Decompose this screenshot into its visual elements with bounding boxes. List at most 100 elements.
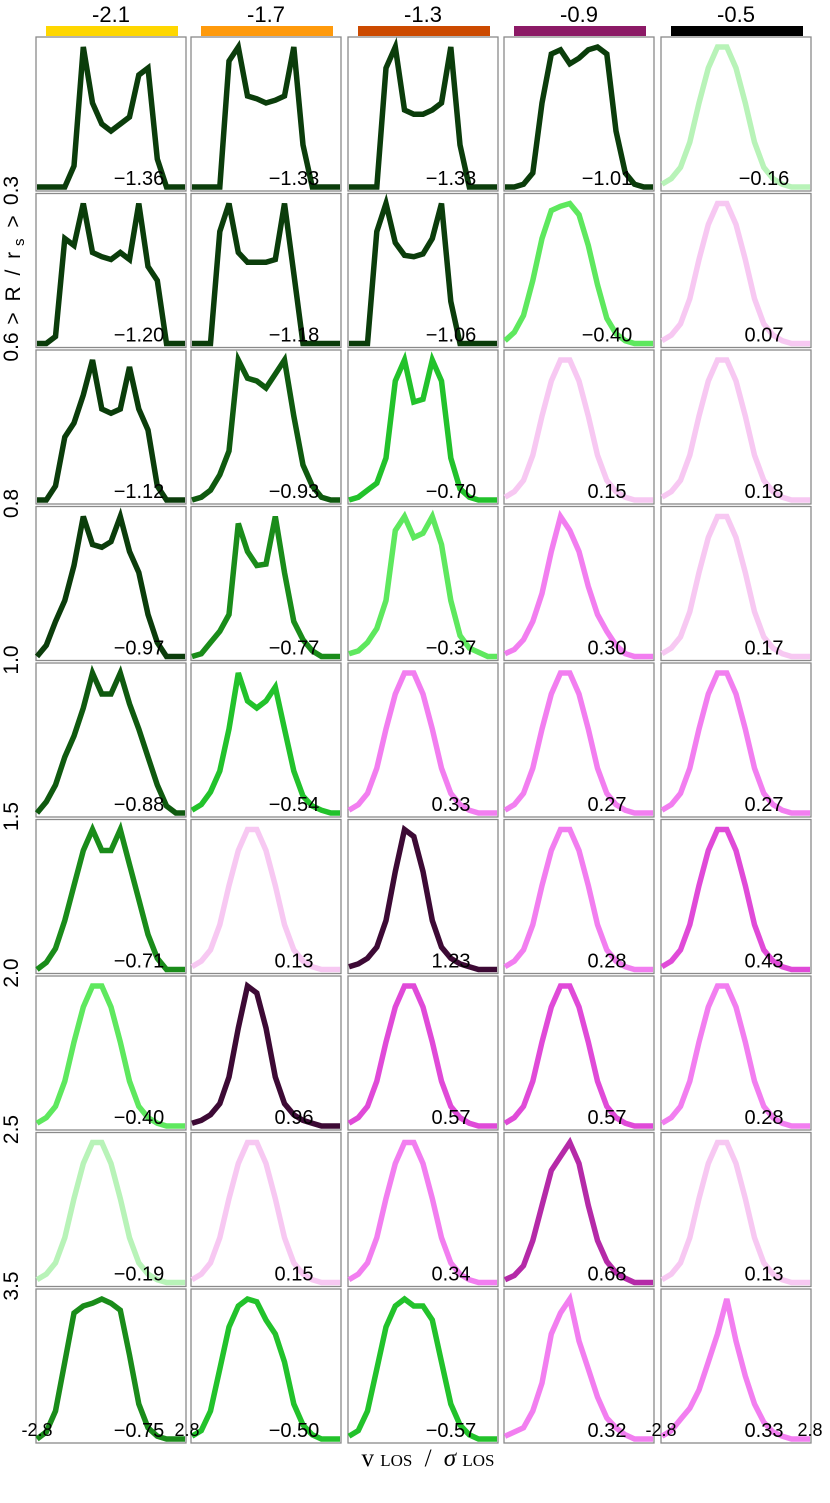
panel-r6-c5: 0.43 (660, 818, 812, 975)
profile-line (35, 1295, 185, 1442)
kurtosis-label: −1.33 (426, 168, 477, 190)
panels: −1.36 −1.33 −1.33 −1.01 −0.16 −1.20 −1.18 −1.06… (34, 36, 812, 1444)
panel-frame (660, 1131, 812, 1288)
panel-frame (347, 662, 499, 818)
row-boundary-label-7: 2.5 (0, 1115, 23, 1144)
profile-line (503, 670, 653, 816)
profile-line (660, 983, 810, 1129)
profile-line (503, 983, 653, 1129)
kurtosis-label: −0.77 (269, 638, 320, 660)
kurtosis-label: 0.57 (432, 1107, 471, 1129)
panel-r1-c2: −1.33 (190, 36, 342, 192)
x-label-v-sub: LOS (380, 1451, 412, 1470)
x-label-v: v (361, 1445, 374, 1472)
panel-frame (35, 505, 187, 662)
panel-frame (660, 349, 812, 505)
profile-line (348, 824, 497, 973)
kurtosis-label: 0.30 (588, 638, 627, 660)
profile-line (192, 39, 340, 190)
panel-r4-c3: −0.37 (347, 505, 499, 662)
profile-line (347, 983, 497, 1129)
profile-line (503, 200, 653, 347)
column-title-3: -1.3 (404, 2, 442, 27)
kurtosis-label: 0.96 (275, 1107, 314, 1129)
panel-r7-c1: −0.40 (35, 975, 187, 1131)
profile-line (190, 672, 340, 816)
kurtosis-label: −0.57 (426, 1420, 477, 1442)
column-color-bar-5 (671, 26, 803, 36)
panel-frame (660, 975, 812, 1131)
kurtosis-label: 0.33 (432, 794, 471, 816)
panel-r5-c5: 0.27 (660, 662, 812, 818)
panel-frame (190, 662, 342, 818)
panel-r4-c5: 0.17 (660, 505, 812, 662)
x-tick-left-col5: -2.8 (645, 1420, 676, 1440)
profile-line (347, 1295, 497, 1442)
panel-r5-c4: 0.27 (503, 662, 655, 818)
panel-r3-c4: 0.15 (503, 349, 655, 505)
panel-frame (347, 349, 499, 505)
kurtosis-label: −0.70 (426, 481, 477, 503)
row-boundary-label-6: 2.0 (0, 958, 23, 987)
panel-frame (190, 36, 342, 192)
panel-r8-c3: 0.34 (347, 1131, 499, 1288)
kurtosis-label: −0.54 (269, 794, 320, 816)
kurtosis-label: 0.43 (745, 951, 784, 973)
panel-r4-c2: −0.77 (190, 505, 342, 662)
profile-line (190, 1295, 340, 1442)
panel-r9-c5: 0.33 (660, 1288, 812, 1444)
x-label-sigma: σ (444, 1445, 458, 1472)
panel-r8-c5: 0.13 (660, 1131, 812, 1288)
x-tick-right-col5: 2.8 (797, 1420, 822, 1440)
kurtosis-label: 1.23 (432, 951, 471, 973)
panel-frame (190, 1131, 342, 1288)
kurtosis-label: 0.13 (275, 951, 314, 973)
profile-line (349, 193, 497, 347)
y-label-slash: / (2, 270, 25, 276)
panel-r3-c5: 0.18 (660, 349, 812, 505)
profile-line (660, 1298, 810, 1442)
column-color-bar-4 (514, 26, 646, 36)
kurtosis-label: −1.12 (114, 481, 165, 503)
kurtosis-label: −1.20 (114, 325, 165, 347)
profile-line (191, 350, 340, 503)
panel-r6-c4: 0.28 (503, 818, 655, 975)
panel-r5-c1: −0.88 (34, 662, 187, 818)
kurtosis-label: 0.33 (745, 1420, 784, 1442)
kurtosis-label: −0.40 (114, 1107, 165, 1129)
kurtosis-label: −1.01 (582, 168, 633, 190)
panel-frame (503, 975, 655, 1131)
column-color-bar-3 (358, 26, 490, 36)
panel-r5-c2: −0.54 (190, 662, 342, 818)
column-color-bar-2 (201, 26, 333, 36)
kurtosis-label: 0.28 (745, 1107, 784, 1129)
panel-frame (35, 1288, 187, 1444)
column-headers: -2.1 -1.7 -1.3 -0.9 -0.5 (46, 2, 803, 36)
row-boundary-label-5: 1.5 (0, 802, 23, 831)
panel-r1-c4: −1.01 (503, 36, 655, 192)
row-boundary-label-1: 0.3 (0, 176, 23, 205)
profile-line (35, 983, 185, 1129)
panel-frame (503, 818, 655, 975)
panel-r2-c5: 0.07 (660, 192, 812, 349)
panel-r2-c2: −1.18 (190, 192, 342, 349)
panel-r7-c3: 0.57 (347, 975, 499, 1131)
kurtosis-label: −0.16 (739, 168, 790, 190)
kurtosis-label: −0.40 (582, 325, 633, 347)
column-title-4: -0.9 (560, 2, 598, 27)
profile-line (660, 826, 810, 973)
profile-line (35, 821, 185, 973)
panel-r6-c3: 1.23 (347, 818, 499, 975)
profile-line (192, 202, 340, 347)
y-label-r: r (2, 252, 25, 259)
profile-line (503, 1292, 653, 1442)
panel-frame (347, 1288, 499, 1444)
y-axis-label: > R / r s > (2, 215, 29, 324)
panel-r9-c1: −0.75 (35, 1288, 187, 1444)
kurtosis-label: 0.27 (745, 794, 784, 816)
profile-line (347, 1139, 497, 1286)
panel-r1-c5: −0.16 (660, 36, 812, 192)
kurtosis-label: −0.71 (114, 951, 165, 973)
panel-frame (35, 349, 187, 505)
